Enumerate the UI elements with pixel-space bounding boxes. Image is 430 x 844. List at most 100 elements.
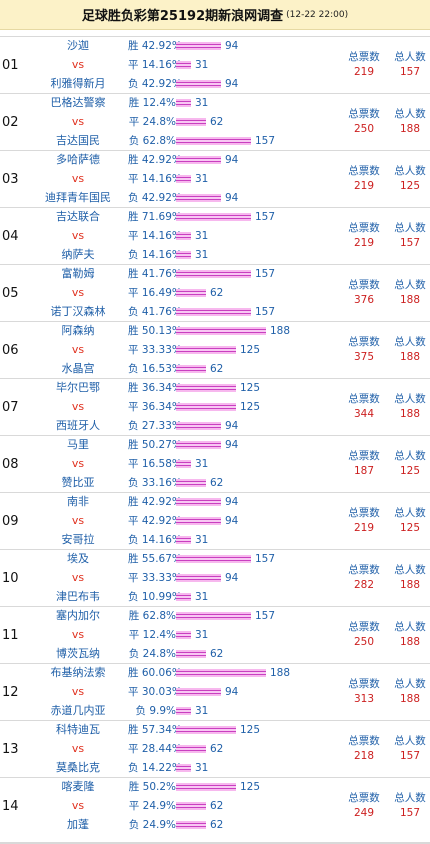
total-people: 总人数 125 [380, 164, 430, 194]
total-people: 总人数 188 [380, 620, 430, 650]
away-team-link[interactable]: 诺丁汉森林 [50, 305, 106, 318]
match-divider [0, 606, 430, 607]
vote-bar [176, 555, 251, 563]
vote-row: 平 33.33% 94 [128, 571, 328, 585]
outcome-label: 平 [128, 743, 139, 755]
home-team-link[interactable]: 沙迦 [67, 39, 89, 52]
match-number: 02 [2, 115, 19, 130]
vote-outcome: 平 33.33% [128, 571, 182, 585]
outcome-label: 平 [128, 629, 140, 641]
outcome-label: 胜 [128, 667, 139, 679]
home-team-link[interactable]: 南非 [67, 495, 89, 508]
outcome-percent: 33.16% [141, 477, 182, 489]
away-team-link[interactable]: 西班牙人 [56, 419, 100, 432]
total-people-label: 总人数 [394, 507, 426, 519]
home-team-link[interactable]: 科特迪瓦 [56, 723, 100, 736]
away-team-link[interactable]: 加蓬 [67, 818, 89, 831]
home-team-link[interactable]: 埃及 [67, 552, 89, 565]
total-votes-label: 总票数 [348, 450, 380, 462]
match-row: 03 多哈萨德 vs 迪拜青年国民 胜 42.92% 94 平 14.16% 31 负… [0, 152, 430, 209]
outcome-percent: 24.8% [142, 116, 176, 128]
away-team-link[interactable]: 赞比亚 [61, 476, 95, 489]
match-divider [0, 150, 430, 151]
total-people-value: 188 [399, 693, 421, 705]
vote-row: 胜 36.34% 125 [128, 381, 328, 395]
home-team-link[interactable]: 布基纳法索 [50, 666, 106, 679]
vote-bar [176, 821, 206, 829]
home-team-link[interactable]: 喀麦隆 [61, 780, 95, 793]
home-team-link[interactable]: 富勒姆 [61, 267, 95, 280]
away-team-link[interactable]: 利雅得新月 [50, 77, 106, 90]
vs-label: vs [71, 172, 85, 185]
vote-count: 94 [225, 439, 239, 451]
outcome-label: 胜 [128, 781, 140, 793]
outcome-label: 负 [128, 249, 139, 261]
vote-count: 157 [255, 306, 276, 318]
outcome-label: 负 [128, 591, 139, 603]
home-team-link[interactable]: 马里 [67, 438, 89, 451]
total-votes-value: 250 [353, 636, 375, 648]
vote-outcome: 胜 55.67% [128, 552, 182, 566]
away-team-link[interactable]: 津巴布韦 [56, 590, 100, 603]
vote-outcome: 平 36.34% [128, 400, 182, 414]
vote-row: 胜 62.8% 157 [128, 609, 328, 623]
total-votes: 总票数 218 [334, 734, 394, 764]
vote-outcome: 负 14.22% [128, 761, 182, 775]
vote-bar [176, 707, 191, 715]
vote-count: 94 [225, 496, 239, 508]
vote-count: 157 [255, 135, 276, 147]
vote-row: 平 33.33% 125 [128, 343, 328, 357]
outcome-label: 负 [128, 648, 140, 660]
away-team-link[interactable]: 纳萨夫 [61, 248, 95, 261]
total-people-value: 188 [399, 636, 421, 648]
vote-outcome: 负 14.16% [128, 248, 182, 262]
vote-bar [176, 764, 191, 772]
total-people-value: 188 [399, 351, 421, 363]
away-team-link[interactable]: 水晶宫 [61, 362, 95, 375]
vote-count: 94 [225, 40, 239, 52]
total-votes-label: 总票数 [348, 621, 380, 633]
away-team-link[interactable]: 迪拜青年国民 [45, 191, 111, 204]
vote-bar [176, 479, 206, 487]
vote-bar [176, 593, 191, 601]
vote-bar [176, 612, 251, 620]
vote-outcome: 胜 42.92% [128, 495, 182, 509]
vote-outcome: 胜 12.4% [128, 96, 176, 110]
vote-count: 94 [225, 515, 239, 527]
home-team-link[interactable]: 毕尔巴鄂 [56, 381, 100, 394]
away-team-link[interactable]: 博茨瓦纳 [56, 647, 100, 660]
outcome-percent: 16.49% [141, 287, 182, 299]
vote-count: 31 [195, 173, 209, 185]
home-team-link[interactable]: 塞内加尔 [56, 609, 100, 622]
home-team-link[interactable]: 巴格达警察 [50, 96, 106, 109]
total-people-value: 188 [399, 123, 421, 135]
away-team-link[interactable]: 吉达国民 [56, 134, 100, 147]
home-team-link[interactable]: 阿森纳 [61, 324, 95, 337]
total-votes: 总票数 313 [334, 677, 394, 707]
outcome-label: 胜 [128, 268, 139, 280]
outcome-percent: 42.92% [141, 192, 182, 204]
vote-bar [176, 61, 191, 69]
total-people: 总人数 125 [380, 449, 430, 479]
away-team-link[interactable]: 安哥拉 [61, 533, 95, 546]
away-team-link[interactable]: 赤道几内亚 [50, 704, 106, 717]
total-people: 总人数 188 [380, 278, 430, 308]
outcome-label: 胜 [128, 154, 139, 166]
outcome-percent: 14.16% [141, 249, 182, 261]
vote-bar [176, 631, 191, 639]
away-team-link[interactable]: 莫桑比克 [56, 761, 100, 774]
vs-label: vs [71, 514, 85, 527]
vote-count: 31 [195, 458, 209, 470]
vote-outcome: 胜 36.34% [128, 381, 182, 395]
match-row: 13 科特迪瓦 vs 莫桑比克 胜 57.34% 125 平 28.44% 62 负 … [0, 722, 430, 779]
vote-bar [176, 365, 206, 373]
home-team-link[interactable]: 多哈萨德 [56, 153, 100, 166]
outcome-percent: 14.16% [141, 173, 182, 185]
home-team-link[interactable]: 吉达联合 [56, 210, 100, 223]
outcome-label: 平 [128, 515, 139, 527]
total-people-label: 总人数 [394, 393, 426, 405]
vote-row: 负 14.22% 31 [128, 761, 328, 775]
outcome-percent: 42.92% [141, 496, 182, 508]
outcome-label: 平 [128, 173, 139, 185]
total-people-label: 总人数 [394, 792, 426, 804]
